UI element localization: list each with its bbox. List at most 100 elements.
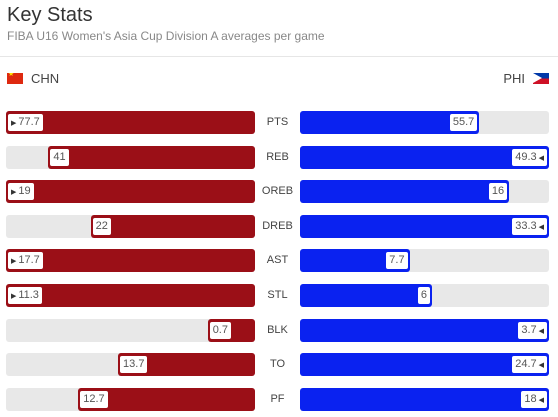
left-value-badge: ▶ 17.7 [7, 251, 44, 271]
left-value-badge: 41 [49, 147, 70, 167]
leader-arrow-icon: ◀ [536, 362, 544, 370]
right-bar-track: 33.3 ◀ [300, 214, 549, 238]
stat-label: TO [269, 358, 286, 371]
team-left-code: CHN [31, 71, 60, 86]
right-bar-track: 3.7 ◀ [300, 318, 549, 342]
left-value: 12.7 [83, 392, 105, 405]
right-bar [300, 284, 432, 307]
left-bar-track: ▶ 77.7 [6, 111, 255, 134]
left-bar [118, 353, 255, 377]
right-value-badge: 7.7 [385, 251, 409, 271]
right-bar [300, 318, 549, 342]
left-bar-track: ▶ 19 [6, 180, 255, 204]
left-value: 22 [95, 219, 108, 232]
stat-row: ▶ 17.7 AST 7.7 [0, 249, 558, 273]
stat-row: 0.7 BLK 3.7 ◀ [0, 318, 558, 342]
right-value-badge: 55.7 [448, 113, 479, 132]
left-bar [6, 180, 255, 204]
left-bar [6, 111, 255, 134]
right-value-badge: 6 [416, 286, 431, 305]
left-value-badge: 0.7 [208, 320, 232, 340]
stat-label: PF [270, 392, 285, 405]
right-bar [300, 387, 549, 411]
team-right-code: PHI [503, 71, 525, 86]
left-bar-track: 22 [6, 214, 255, 238]
left-value-badge: 13.7 [119, 355, 149, 375]
right-value-badge: 49.3 ◀ [511, 147, 548, 167]
right-bar [300, 353, 549, 377]
right-bar-track: 24.7 ◀ [300, 353, 549, 377]
philippines-flag-icon [533, 73, 549, 84]
left-bar-track: ▶ 17.7 [6, 249, 255, 273]
stat-row: 22 DREB 33.3 ◀ [0, 214, 558, 238]
leader-arrow-icon: ▶ [11, 120, 19, 127]
right-value: 33.3 [515, 219, 537, 232]
page-title: Key Stats [7, 4, 93, 26]
right-value: 7.7 [389, 254, 405, 267]
left-value: 19 [18, 185, 31, 198]
right-bar [300, 249, 410, 273]
left-value-badge: ▶ 11.3 [7, 286, 43, 305]
right-value: 49.3 [515, 150, 537, 163]
right-value-badge: 33.3 ◀ [511, 216, 548, 236]
left-value-badge: ▶ 19 [7, 182, 35, 202]
left-value-badge: ▶ 77.7 [7, 113, 44, 132]
left-bar [6, 284, 255, 307]
left-bar-track: ▶ 11.3 [6, 284, 255, 307]
right-value-badge: 16 [487, 182, 509, 202]
stat-row: ▶ 19 OREB 16 [0, 180, 558, 204]
leader-arrow-icon: ◀ [536, 223, 544, 231]
right-value: 3.7 [521, 323, 537, 336]
team-right-header: PHI [503, 71, 549, 86]
left-bar [90, 214, 255, 238]
leader-arrow-icon: ◀ [536, 327, 544, 335]
left-value: 41 [53, 150, 66, 163]
left-value: 17.7 [18, 254, 40, 267]
left-bar-track: 41 [6, 145, 255, 169]
left-bar [6, 249, 255, 273]
right-bar-track: 18 ◀ [300, 387, 549, 411]
left-bar-track: 13.7 [6, 353, 255, 377]
left-value-badge: 12.7 [79, 389, 109, 409]
leader-arrow-icon: ◀ [536, 154, 544, 162]
team-left-header: CHN [7, 71, 59, 86]
stat-row: 12.7 PF 18 ◀ [0, 387, 558, 411]
right-value: 18 [524, 392, 537, 405]
stat-label: AST [266, 254, 289, 267]
stat-label: STL [267, 289, 288, 301]
right-bar [300, 180, 510, 204]
right-bar-track: 49.3 ◀ [300, 145, 549, 169]
left-value: 11.3 [18, 289, 39, 301]
right-bar-track: 16 [300, 180, 549, 204]
left-bar [48, 145, 255, 169]
right-bar [300, 145, 549, 169]
right-bar-track: 7.7 [300, 249, 549, 273]
leader-arrow-icon: ▶ [11, 293, 19, 300]
leader-arrow-icon: ◀ [536, 396, 544, 404]
left-value-badge: 22 [91, 216, 112, 236]
stat-label: OREB [261, 185, 294, 198]
stat-label: PTS [266, 116, 289, 128]
stat-row: 13.7 TO 24.7 ◀ [0, 353, 558, 377]
leader-arrow-icon: ▶ [11, 258, 19, 266]
stat-row: ▶ 11.3 STL 6 [0, 284, 558, 307]
right-bar-track: 55.7 [300, 111, 549, 134]
right-bar [300, 111, 480, 134]
left-value: 77.7 [18, 116, 40, 128]
right-bar [300, 214, 549, 238]
stat-row: ▶ 77.7 PTS 55.7 [0, 111, 558, 134]
right-bar-track: 6 [300, 284, 549, 307]
left-bar-track: 12.7 [6, 387, 255, 411]
header-divider [0, 56, 558, 57]
page-subtitle: FIBA U16 Women's Asia Cup Division A ave… [7, 29, 325, 43]
right-value-badge: 3.7 ◀ [517, 320, 548, 340]
right-value: 16 [491, 185, 505, 198]
stat-label: BLK [267, 323, 288, 336]
china-flag-icon [7, 73, 23, 84]
left-value: 0.7 [212, 323, 228, 336]
right-value-badge: 24.7 ◀ [511, 355, 548, 375]
leader-arrow-icon: ▶ [11, 189, 19, 197]
stat-label: REB [266, 150, 289, 163]
right-value-badge: 18 ◀ [520, 389, 548, 409]
right-value: 24.7 [515, 358, 537, 371]
